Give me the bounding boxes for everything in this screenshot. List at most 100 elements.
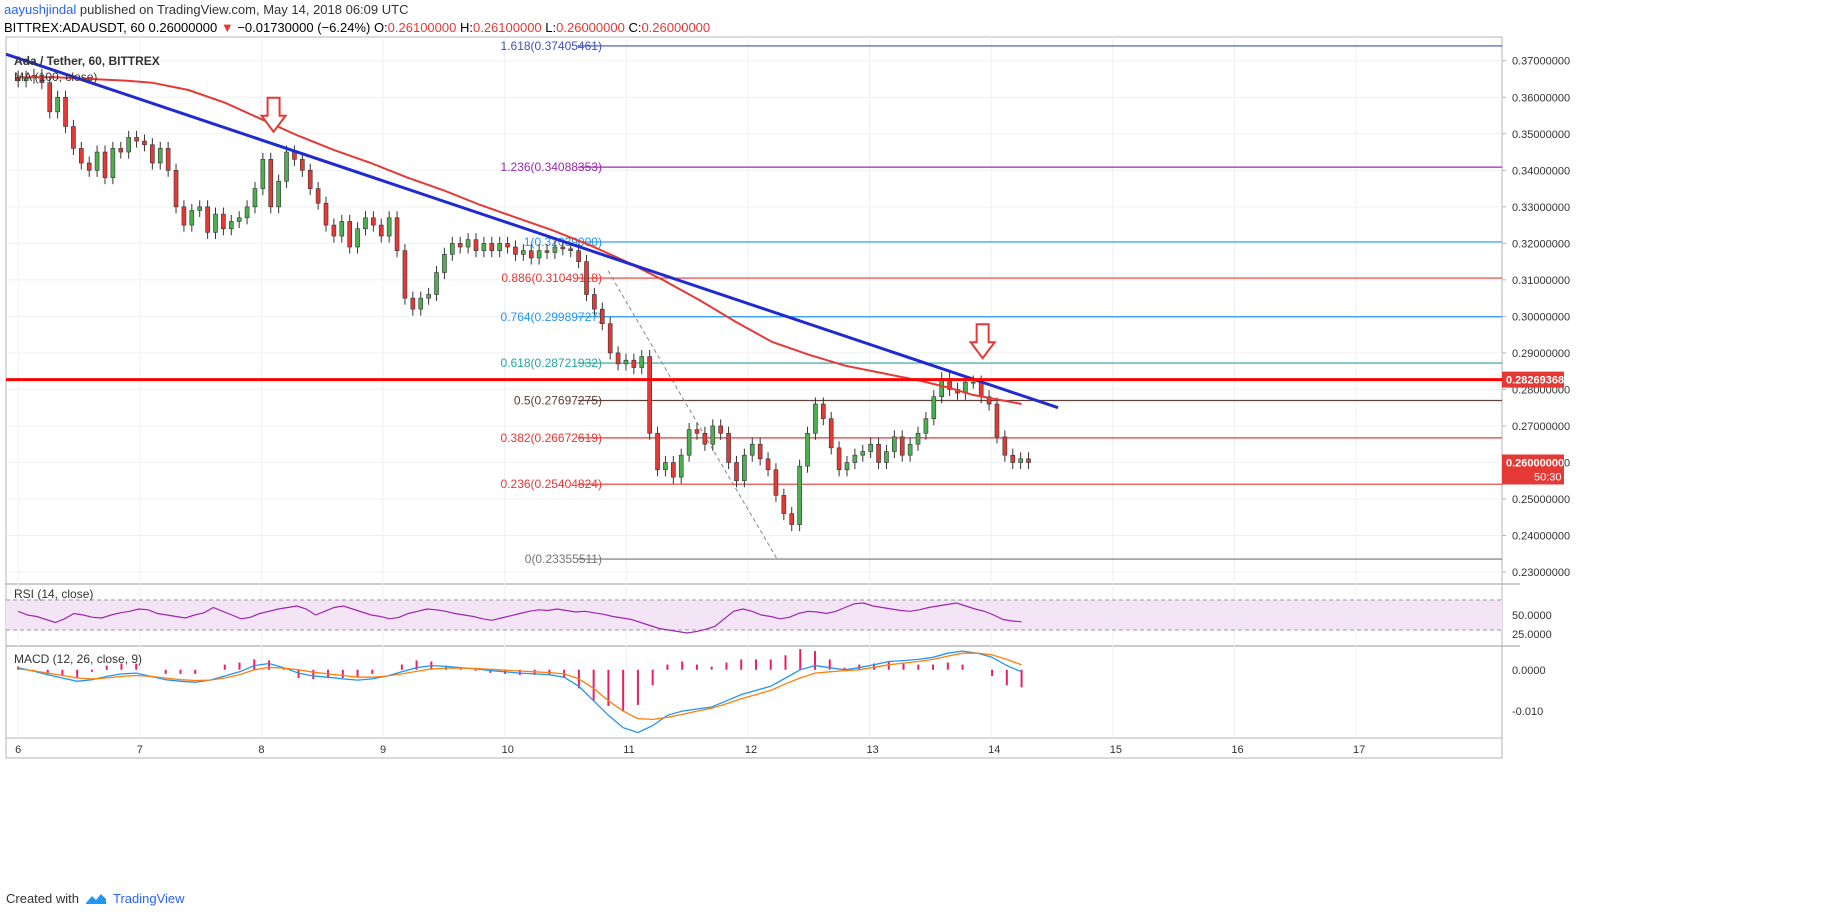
candle-body — [102, 151, 108, 178]
candle-body — [505, 243, 510, 248]
candle-body — [655, 432, 660, 471]
y-tick-label: 0.33000000 — [1512, 202, 1570, 214]
x-tick-label: 9 — [380, 744, 386, 756]
candle-body — [418, 297, 424, 310]
candle-body — [876, 443, 881, 463]
candle-body — [260, 159, 266, 189]
candle-body — [828, 418, 834, 449]
low-value: 0.26000000 — [556, 20, 625, 35]
candle-body — [892, 436, 897, 452]
fib-level-label: 0.382(0.26672619) — [501, 431, 602, 445]
candle-body — [228, 221, 234, 230]
candle-body — [1010, 454, 1016, 463]
candle-body — [970, 381, 976, 384]
fib-level-label: 0.5(0.27697275) — [514, 394, 602, 408]
x-tick-label: 11 — [623, 744, 634, 756]
candle-body — [213, 213, 218, 233]
current-price-badge — [1502, 454, 1564, 485]
candle-body — [813, 403, 818, 434]
candle-body — [576, 250, 581, 262]
candle-body — [173, 170, 179, 208]
macd-line — [18, 650, 1022, 734]
candle-body — [331, 224, 337, 237]
x-tick-label: 17 — [1353, 744, 1365, 756]
candle-body — [221, 213, 226, 230]
candle-body — [639, 356, 645, 368]
candle-body — [394, 217, 400, 251]
candle-body — [599, 308, 605, 324]
close-label: C: — [628, 20, 642, 35]
candle-body — [899, 436, 905, 456]
candle-body — [150, 144, 155, 164]
candle-body — [773, 469, 779, 496]
x-tick-label: 13 — [867, 744, 879, 756]
candle-body — [197, 206, 203, 211]
candle-body — [994, 403, 1000, 438]
y-tick-label: 0.36000000 — [1512, 92, 1570, 104]
candle-body — [805, 432, 810, 467]
candle-body — [244, 206, 250, 219]
open-label: O: — [373, 20, 388, 35]
y-tick-label: 0.25000000 — [1512, 494, 1570, 506]
fib-connector-line — [607, 270, 778, 560]
x-tick-label: 8 — [258, 744, 264, 756]
x-tick-label: 6 — [15, 744, 21, 756]
candle-body — [907, 443, 913, 456]
candle-body — [363, 217, 368, 230]
down-arrow-annotation-icon — [259, 96, 288, 134]
candle-body — [39, 75, 45, 83]
candle-body — [623, 359, 629, 365]
ma-legend-label: MA (100, close) — [14, 70, 97, 84]
ohlc-readout: BITTREX:ADAUSDT, 60 0.26000000 ▼ −0.0173… — [4, 20, 710, 36]
chart-frame — [5, 36, 1503, 759]
candle-body — [55, 96, 60, 113]
candle-body — [821, 403, 826, 419]
macd-tick-label: -0.010 — [1512, 706, 1543, 718]
candle-body — [868, 443, 873, 452]
fib-level-label: 1.236(0.34088353) — [501, 160, 602, 174]
fib-level-label: 0.764(0.29989727) — [501, 310, 602, 324]
candle-body — [402, 250, 408, 299]
candle-body — [631, 359, 637, 368]
candle-body — [465, 239, 471, 248]
candle-body — [860, 451, 866, 456]
candle-body — [142, 140, 147, 146]
candle-body — [473, 239, 479, 251]
candle-body — [836, 447, 842, 471]
candle-body — [165, 148, 171, 171]
macd-label: MACD (12, 26, close, 9) — [14, 652, 142, 666]
tradingview-logo-icon — [85, 893, 106, 904]
candle-body — [757, 443, 763, 460]
candle-body — [284, 151, 289, 182]
candle-body — [536, 250, 542, 259]
fib-level-label: 0.886(0.31049118) — [501, 271, 602, 285]
candle-body — [568, 248, 574, 251]
candle-body — [252, 188, 258, 208]
candle-body — [528, 250, 534, 259]
candle-body — [765, 458, 771, 471]
candle-body — [686, 429, 692, 456]
y-tick-label: 0.29000000 — [1512, 348, 1570, 360]
high-value: 0.26100000 — [472, 20, 542, 35]
y-tick-label: 0.34000000 — [1512, 165, 1570, 177]
x-tick-label: 15 — [1110, 744, 1122, 756]
candle-body — [94, 151, 100, 171]
candle-body — [592, 294, 597, 310]
rsi-line — [17, 602, 1022, 634]
open-value: 0.26100000 — [387, 20, 457, 35]
fib-level-label: 1.618(0.37405461) — [501, 39, 602, 53]
resistance-price-label: 0.28269368 — [1506, 375, 1564, 387]
author-link[interactable]: aayushjindal — [4, 2, 77, 17]
candle-body — [513, 246, 518, 255]
candle-body — [450, 243, 455, 255]
tradingview-link[interactable]: TradingView — [112, 891, 185, 906]
candle-body — [355, 228, 360, 248]
rsi-label: RSI (14, close) — [14, 587, 93, 601]
candle-body — [978, 381, 984, 398]
y-tick-label: 0.27000000 — [1512, 421, 1570, 433]
candle-body — [315, 188, 321, 204]
macd-signal-line — [18, 652, 1022, 721]
created-with-label: Created with — [6, 891, 79, 906]
x-tick-label: 10 — [502, 744, 514, 756]
